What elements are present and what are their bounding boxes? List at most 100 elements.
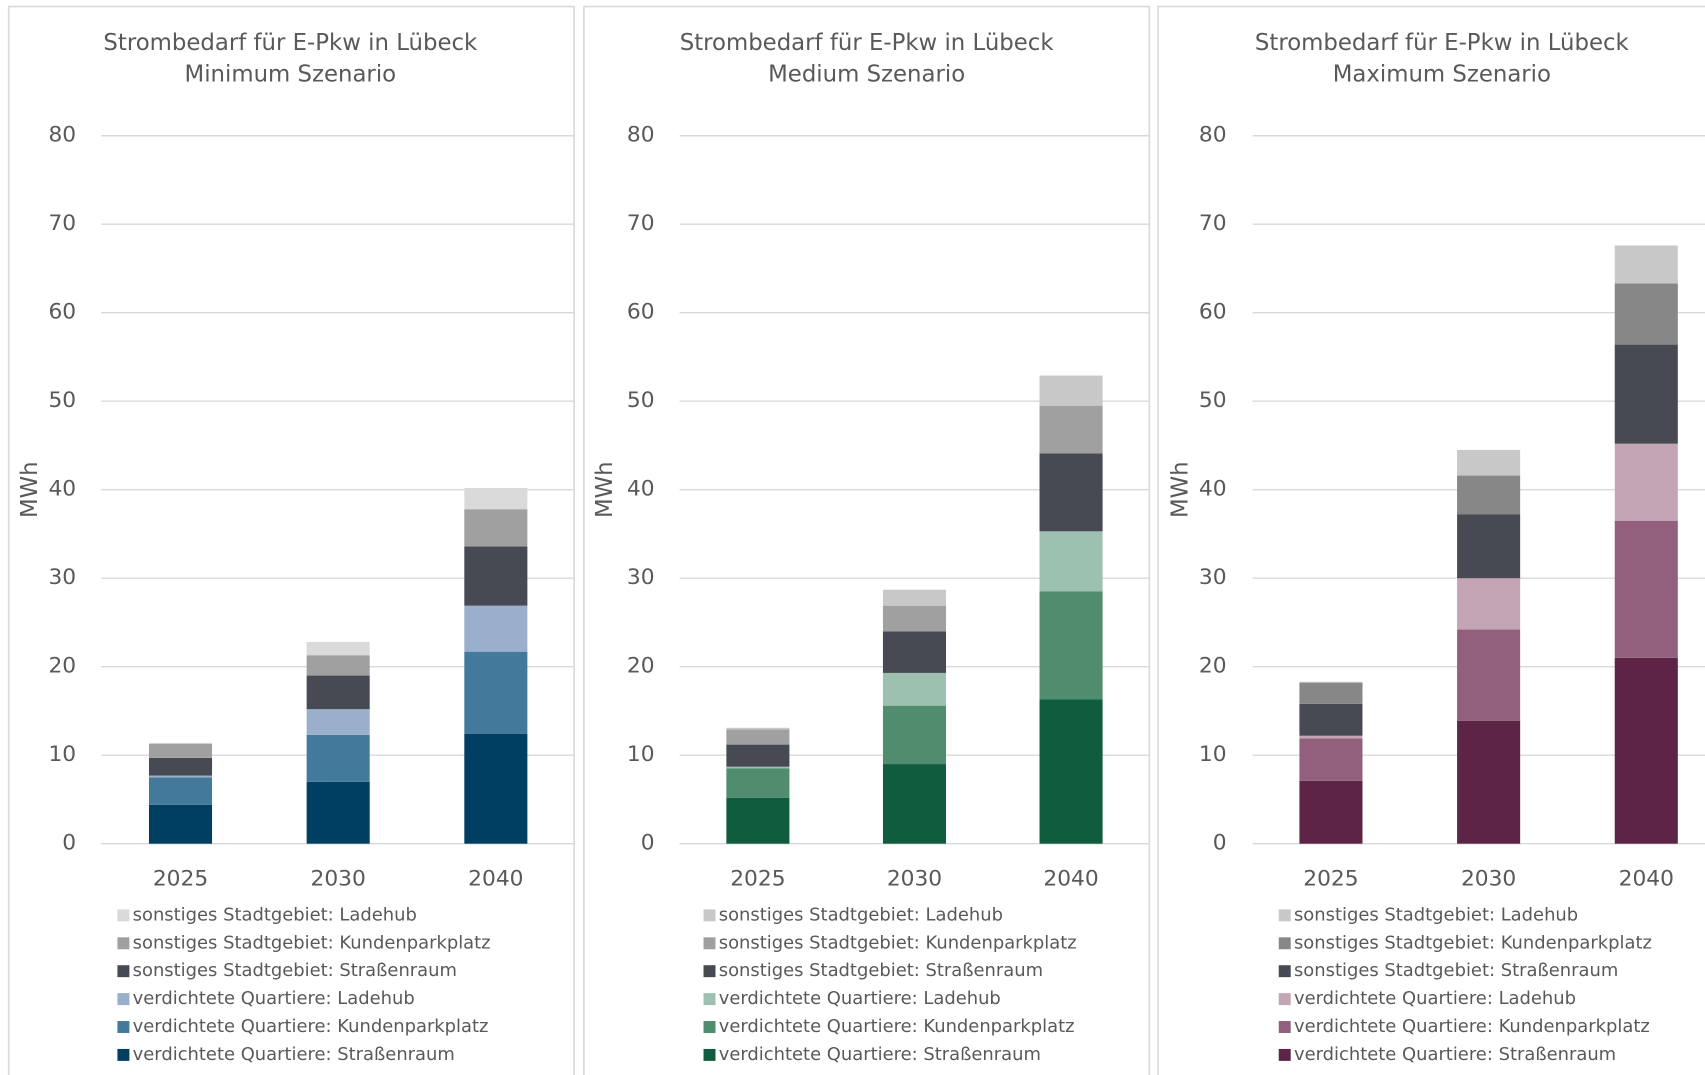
x-tick-label: 2040 xyxy=(1043,867,1098,892)
bar-segment xyxy=(726,797,790,844)
legend-swatch xyxy=(117,909,130,922)
legend-swatch xyxy=(703,1021,716,1033)
bar-segment xyxy=(306,675,370,710)
bar-segment xyxy=(1614,245,1678,284)
bar-segment xyxy=(464,546,528,606)
legend-label: verdichtete Quartiere: Straßenraum xyxy=(1294,1044,1616,1065)
legend-swatch xyxy=(703,993,716,1006)
bar-segment xyxy=(148,777,213,805)
legend-swatch xyxy=(117,1021,130,1033)
y-axis-label: MWh xyxy=(1167,461,1193,518)
bar-segment xyxy=(306,641,370,656)
bar-segment xyxy=(1299,682,1363,704)
y-tick-label: 50 xyxy=(627,388,655,413)
bar-segment xyxy=(726,766,790,769)
bar-segment xyxy=(1614,283,1678,345)
bar-segment xyxy=(1039,405,1103,454)
bar-segment xyxy=(1299,735,1363,739)
y-tick-label: 20 xyxy=(48,654,76,679)
bar-segment xyxy=(1457,475,1521,515)
x-tick-label: 2025 xyxy=(730,867,785,892)
legend-swatch xyxy=(1278,1021,1291,1033)
legend-label: sonstiges Stadtgebiet: Straßenraum xyxy=(1294,960,1618,981)
bar-segment xyxy=(882,705,947,765)
legend-swatch xyxy=(117,1048,130,1061)
legend-label: sonstiges Stadtgebiet: Kundenparkplatz xyxy=(719,932,1077,953)
x-tick-label: 2030 xyxy=(1461,867,1516,892)
y-tick-label: 60 xyxy=(1199,300,1227,325)
bar-segment xyxy=(148,775,213,778)
legend-swatch xyxy=(117,937,130,950)
bar-segment xyxy=(882,672,947,706)
legend-swatch xyxy=(1278,993,1291,1006)
bar-segment xyxy=(882,605,947,632)
legend-label: verdichtete Quartiere: Kundenparkplatz xyxy=(1294,1016,1650,1037)
y-tick-label: 10 xyxy=(627,742,655,767)
chart-title: Strombedarf für E-Pkw in Lübeck xyxy=(103,30,478,56)
panel-frame xyxy=(583,5,1151,1075)
bar-segment xyxy=(1614,657,1678,844)
y-tick-label: 80 xyxy=(1199,123,1227,148)
x-tick-label: 2040 xyxy=(468,867,523,892)
y-tick-label: 80 xyxy=(627,123,655,148)
bar-segment xyxy=(306,734,370,782)
y-tick-label: 70 xyxy=(1199,211,1227,236)
legend-swatch xyxy=(703,1048,716,1061)
chart-title: Strombedarf für E-Pkw in Lübeck xyxy=(680,30,1055,56)
chart-subtitle: Minimum Szenario xyxy=(185,61,397,87)
x-tick-label: 2030 xyxy=(887,867,942,892)
legend-label: verdichtete Quartiere: Ladehub xyxy=(1294,988,1576,1009)
bar-segment xyxy=(726,729,790,745)
bar-segment xyxy=(464,733,528,844)
legend-label: verdichtete Quartiere: Kundenparkplatz xyxy=(133,1016,489,1037)
y-tick-label: 50 xyxy=(48,388,76,413)
bar-segment xyxy=(1299,681,1363,683)
bar-segment xyxy=(1457,720,1521,844)
y-tick-label: 80 xyxy=(48,123,76,148)
y-tick-label: 40 xyxy=(1199,477,1227,502)
y-tick-label: 30 xyxy=(48,565,76,590)
y-tick-label: 60 xyxy=(48,300,76,325)
bar-segment xyxy=(1614,344,1678,444)
legend-label: verdichtete Quartiere: Straßenraum xyxy=(133,1044,455,1065)
y-tick-label: 70 xyxy=(48,211,76,236)
y-tick-label: 30 xyxy=(1199,565,1227,590)
bar-segment xyxy=(1299,703,1363,736)
bar-segment xyxy=(1614,443,1678,521)
bar-segment xyxy=(464,509,528,547)
chart-title: Strombedarf für E-Pkw in Lübeck xyxy=(1255,30,1630,56)
y-tick-label: 0 xyxy=(1213,831,1227,856)
chart-subtitle: Maximum Szenario xyxy=(1333,61,1551,87)
x-tick-label: 2025 xyxy=(153,867,208,892)
chart-subtitle: Medium Szenario xyxy=(768,61,965,87)
y-tick-label: 40 xyxy=(627,477,655,502)
legend-label: sonstiges Stadtgebiet: Straßenraum xyxy=(133,960,457,981)
y-axis-label: MWh xyxy=(592,461,618,518)
bar-segment xyxy=(1039,591,1103,700)
y-axis-label: MWh xyxy=(17,461,43,518)
y-tick-label: 20 xyxy=(627,654,655,679)
legend-swatch xyxy=(1278,1048,1291,1061)
legend-label: verdichtete Quartiere: Kundenparkplatz xyxy=(719,1016,1075,1037)
panel-frame xyxy=(1157,5,1705,1075)
y-tick-label: 40 xyxy=(48,477,76,502)
bar-segment xyxy=(148,743,213,758)
y-tick-label: 70 xyxy=(627,211,655,236)
y-tick-label: 10 xyxy=(48,742,76,767)
bar-segment xyxy=(1039,453,1103,532)
bar-segment xyxy=(726,768,790,798)
legend-swatch xyxy=(1278,965,1291,978)
bar-segment xyxy=(464,605,528,652)
y-tick-label: 10 xyxy=(1199,742,1227,767)
legend-label: verdichtete Quartiere: Straßenraum xyxy=(719,1044,1041,1065)
legend-label: verdichtete Quartiere: Ladehub xyxy=(719,988,1001,1009)
bar-segment xyxy=(1457,514,1521,579)
legend-swatch xyxy=(1278,937,1291,950)
bar-segment xyxy=(726,744,790,767)
legend-swatch xyxy=(703,937,716,950)
legend-label: verdichtete Quartiere: Ladehub xyxy=(133,988,415,1009)
legend-swatch xyxy=(117,965,130,978)
bar-segment xyxy=(1299,780,1363,844)
bar-segment xyxy=(1039,375,1103,406)
legend-swatch xyxy=(1278,909,1291,922)
